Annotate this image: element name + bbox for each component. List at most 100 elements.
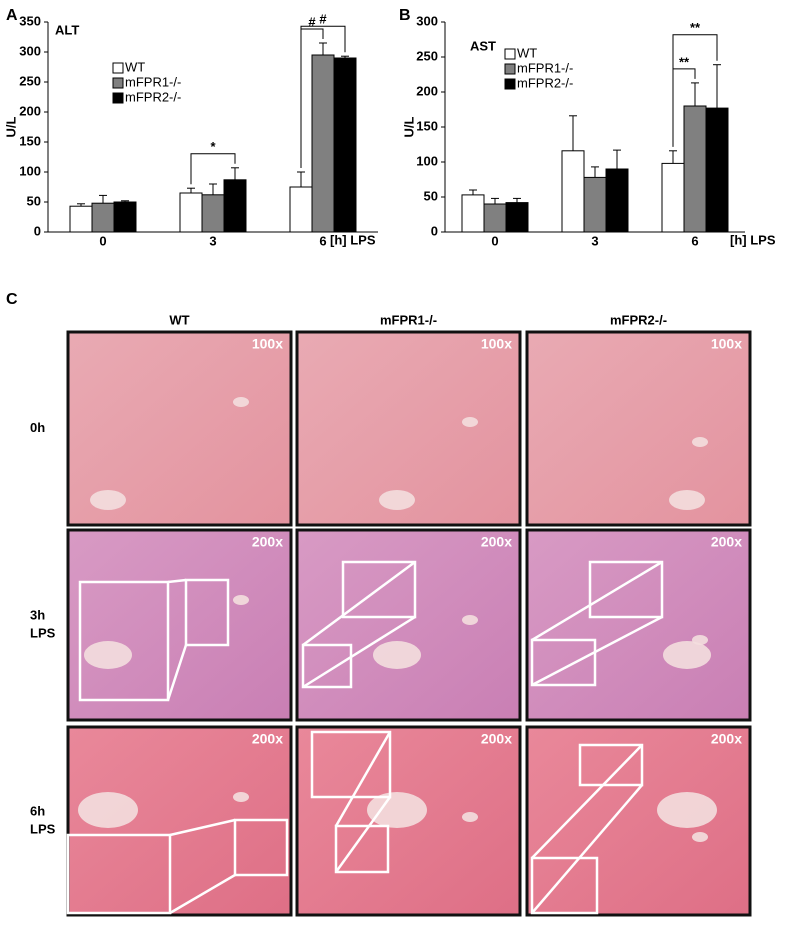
bar <box>505 202 529 233</box>
x-axis-label: [h] LPS <box>730 232 776 247</box>
bar <box>223 179 247 233</box>
x-tick-label: 0 <box>491 233 498 248</box>
legend-swatch <box>504 48 516 60</box>
x-tick-label: 6 <box>691 233 698 248</box>
legend-label: mFPR1-/- <box>517 60 573 75</box>
legend-label: mFPR2-/- <box>125 89 181 104</box>
vessel <box>367 792 427 828</box>
y-tick-label: 0 <box>34 223 41 238</box>
inset-link <box>531 615 663 687</box>
x-tick-label: 6 <box>319 233 326 248</box>
panel-letter: B <box>399 7 411 24</box>
magnification-label: 200x <box>711 731 742 747</box>
inset-box <box>530 856 599 915</box>
inset-box <box>530 638 597 687</box>
y-tick-label: 100 <box>19 163 41 178</box>
bar <box>201 194 225 233</box>
inset-link <box>531 744 643 859</box>
vessel <box>233 397 249 407</box>
y-axis-label: U/L <box>3 116 18 137</box>
significance-label: ** <box>690 20 701 35</box>
inset-link <box>531 784 643 914</box>
bar <box>113 201 137 233</box>
vessel <box>233 792 249 802</box>
inset-box <box>233 818 289 877</box>
bar <box>561 150 585 233</box>
vessel <box>692 635 708 645</box>
column-header: mFPR1-/- <box>380 312 437 327</box>
legend-label: mFPR1-/- <box>125 74 181 89</box>
significance-label: # <box>319 12 327 27</box>
inset-box <box>66 833 172 915</box>
vessel <box>663 641 711 669</box>
row-label: 0h <box>30 420 45 435</box>
inset-link <box>166 644 188 701</box>
panel-letter: A <box>6 7 18 24</box>
column-header: mFPR2-/- <box>610 312 667 327</box>
bar <box>179 192 203 233</box>
bar <box>605 168 629 233</box>
y-tick-label: 100 <box>416 153 438 168</box>
inset-link <box>531 560 663 642</box>
vessel <box>462 812 478 822</box>
inset-box <box>301 643 353 689</box>
y-tick-label: 300 <box>19 43 41 58</box>
bar <box>69 205 93 233</box>
inset-box <box>184 578 230 647</box>
inset-link <box>334 796 392 873</box>
legend-swatch <box>504 78 516 90</box>
histology-image <box>525 330 752 527</box>
vessel <box>379 490 415 510</box>
panel-letter: C <box>6 291 18 308</box>
y-tick-label: 50 <box>27 193 41 208</box>
inset-box <box>578 743 644 787</box>
legend-swatch <box>504 63 516 75</box>
bar <box>289 186 313 233</box>
y-tick-label: 0 <box>431 223 438 238</box>
inset-link <box>334 731 392 827</box>
vessel <box>692 437 708 447</box>
y-tick-label: 50 <box>424 188 438 203</box>
magnification-label: 100x <box>481 336 512 352</box>
y-tick-label: 250 <box>416 48 438 63</box>
magnification-label: 100x <box>252 336 283 352</box>
vessel <box>373 641 421 669</box>
x-tick-label: 0 <box>99 233 106 248</box>
legend-label: WT <box>125 59 145 74</box>
row-label: 3h <box>30 607 45 622</box>
inset-link <box>302 615 416 689</box>
chart-title: AST <box>470 38 496 53</box>
inset-link <box>169 818 236 837</box>
bar <box>483 203 507 233</box>
y-axis-label: U/L <box>401 116 416 137</box>
inset-link <box>302 560 416 647</box>
significance-label: * <box>210 139 216 154</box>
significance-label: # <box>308 14 316 29</box>
histology-image <box>525 725 752 917</box>
y-tick-label: 150 <box>19 133 41 148</box>
legend-label: mFPR2-/- <box>517 75 573 90</box>
inset-box <box>334 824 390 874</box>
vessel <box>669 490 705 510</box>
magnification-label: 200x <box>481 534 512 550</box>
chart-title: ALT <box>55 22 79 37</box>
significance-bracket <box>300 25 346 168</box>
significance-bracket <box>190 153 236 185</box>
bar <box>583 176 607 233</box>
inset-box <box>78 580 170 702</box>
bar <box>683 105 707 233</box>
y-tick-label: 250 <box>19 73 41 88</box>
vessel <box>462 615 478 625</box>
legend-swatch <box>112 92 124 104</box>
vessel <box>692 832 708 842</box>
row-label: LPS <box>30 625 56 640</box>
vessel <box>90 490 126 510</box>
legend-swatch <box>112 62 124 74</box>
y-tick-label: 200 <box>19 103 41 118</box>
bar <box>91 202 115 233</box>
significance-label: ** <box>679 54 690 69</box>
inset-box <box>341 560 417 619</box>
magnification-label: 200x <box>252 731 283 747</box>
x-tick-label: 3 <box>591 233 598 248</box>
